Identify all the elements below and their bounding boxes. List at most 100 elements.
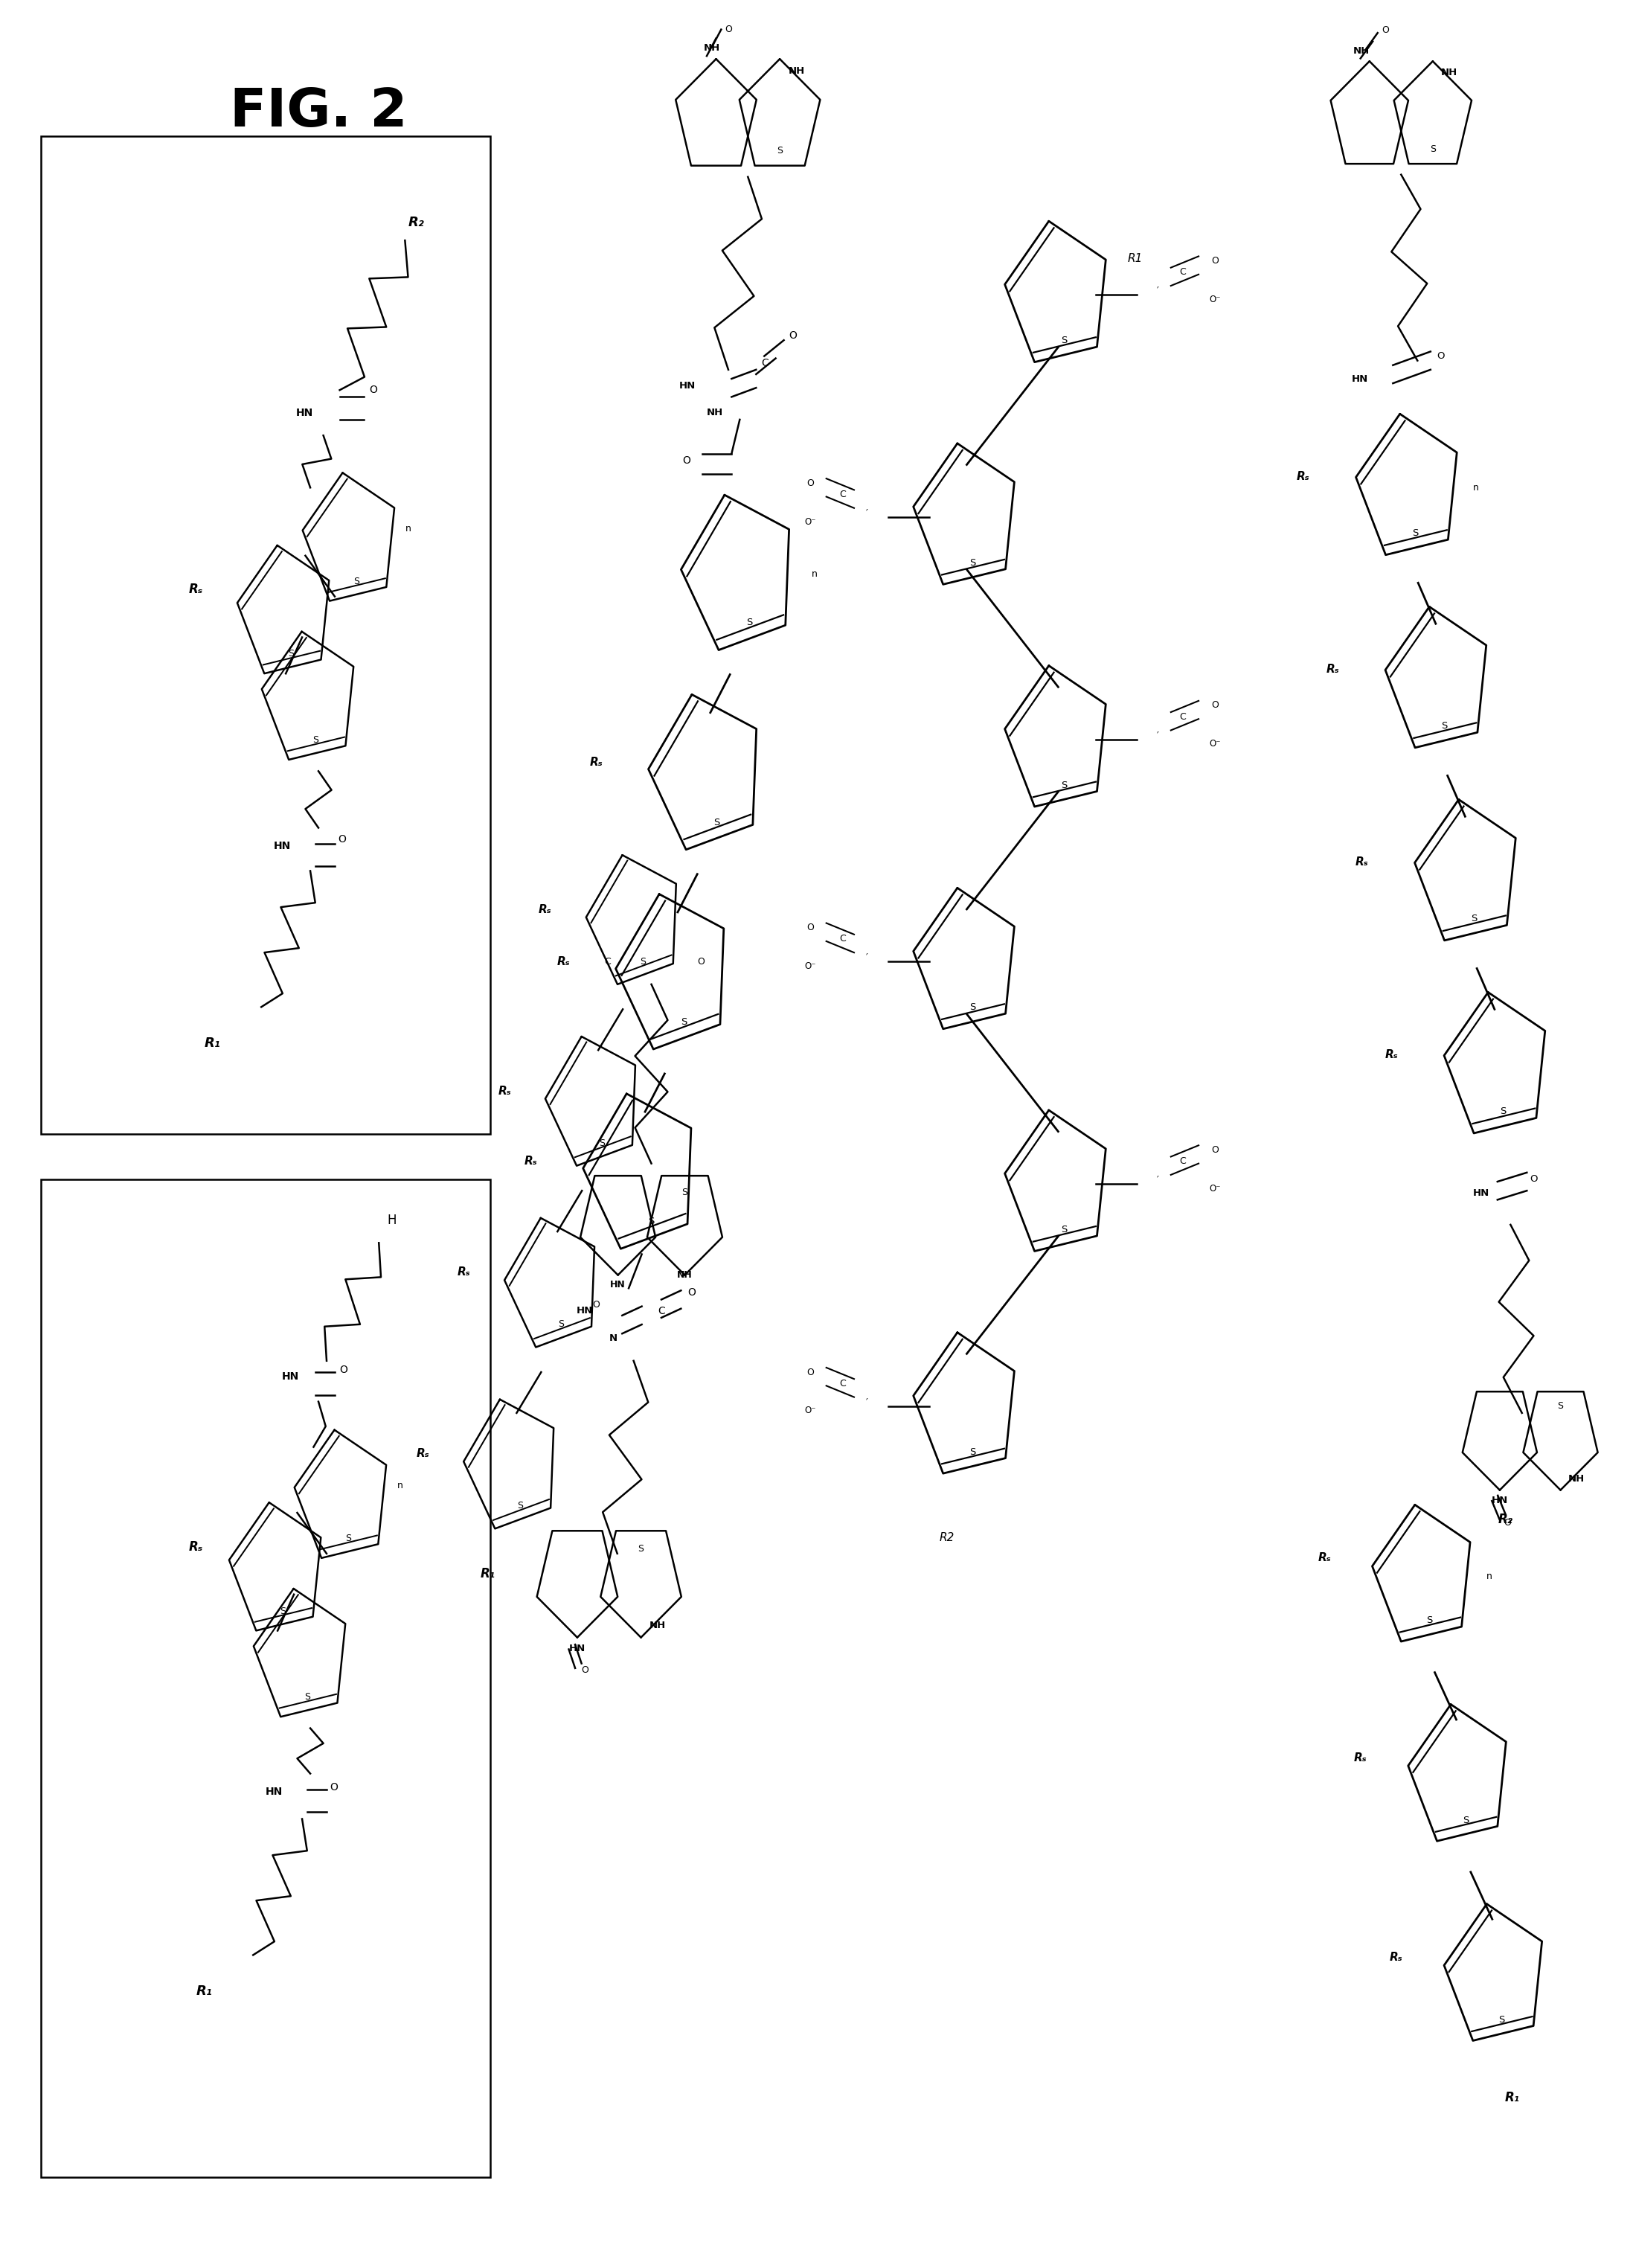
Text: HN: HN xyxy=(1491,1495,1507,1506)
Text: HN: HN xyxy=(611,1279,625,1290)
Text: R₂: R₂ xyxy=(408,215,425,229)
Text: O: O xyxy=(1212,1145,1218,1154)
Text: n: n xyxy=(812,569,818,578)
Text: NH: NH xyxy=(1354,45,1370,57)
Text: Rₛ: Rₛ xyxy=(524,1157,537,1166)
Text: Rₛ: Rₛ xyxy=(557,957,570,966)
Text: C: C xyxy=(658,1306,665,1315)
Text: O: O xyxy=(683,456,691,465)
Text: O: O xyxy=(581,1665,590,1674)
Text: Rₛ: Rₛ xyxy=(590,758,603,767)
Text: C: C xyxy=(1179,1157,1186,1166)
Text: S: S xyxy=(558,1320,565,1329)
Text: O: O xyxy=(330,1783,338,1792)
Text: NH: NH xyxy=(678,1270,692,1279)
Text: NH: NH xyxy=(707,408,723,417)
Text: ′: ′ xyxy=(865,508,869,517)
Text: O: O xyxy=(1382,25,1390,34)
Text: Rₛ: Rₛ xyxy=(457,1268,470,1277)
Text: n: n xyxy=(405,524,412,533)
Text: S: S xyxy=(312,735,318,744)
Text: Rₛ: Rₛ xyxy=(1385,1050,1398,1059)
Text: S: S xyxy=(970,558,975,567)
Text: R₁: R₁ xyxy=(204,1036,220,1050)
Text: HN: HN xyxy=(679,381,696,390)
Text: C: C xyxy=(761,358,768,367)
Text: R1: R1 xyxy=(1127,254,1143,263)
Text: S: S xyxy=(599,1139,606,1148)
Text: O: O xyxy=(725,25,732,34)
Text: S: S xyxy=(287,649,294,658)
Text: S: S xyxy=(1501,1107,1506,1116)
Text: S: S xyxy=(648,1216,655,1227)
Text: O⁻: O⁻ xyxy=(1208,1184,1221,1193)
Text: Rₛ: Rₛ xyxy=(498,1086,511,1095)
Text: S: S xyxy=(639,1545,643,1554)
Text: NH: NH xyxy=(789,66,805,75)
Text: S: S xyxy=(1061,1225,1066,1234)
Text: S: S xyxy=(714,816,720,828)
Text: O: O xyxy=(1437,352,1445,361)
Text: S: S xyxy=(518,1501,524,1510)
Text: Rₛ: Rₛ xyxy=(1318,1554,1331,1563)
Text: S: S xyxy=(1499,2014,1504,2025)
Text: S: S xyxy=(1061,336,1066,345)
Text: HN: HN xyxy=(273,841,291,850)
Text: O: O xyxy=(1530,1175,1538,1184)
Text: NH: NH xyxy=(1440,68,1458,77)
Text: ′: ′ xyxy=(865,1397,869,1406)
Text: O⁻: O⁻ xyxy=(1208,295,1221,304)
Text: O: O xyxy=(1212,256,1218,265)
Text: Rₛ: Rₛ xyxy=(1297,472,1310,481)
Text: O: O xyxy=(340,1365,348,1374)
Text: R₁: R₁ xyxy=(1504,2091,1520,2105)
Text: S: S xyxy=(1061,780,1066,789)
Text: S: S xyxy=(1471,914,1476,923)
Text: Rₛ: Rₛ xyxy=(189,583,202,596)
Text: S: S xyxy=(970,1447,975,1456)
Text: C: C xyxy=(839,1379,846,1388)
Text: O: O xyxy=(807,1368,813,1377)
Text: O⁻: O⁻ xyxy=(1208,739,1221,748)
Text: Rₛ: Rₛ xyxy=(539,905,552,914)
Text: S: S xyxy=(1442,721,1447,730)
Text: O: O xyxy=(807,479,813,488)
Text: O: O xyxy=(687,1288,696,1297)
Text: S: S xyxy=(353,576,359,585)
Text: S: S xyxy=(1427,1615,1432,1626)
Text: O⁻: O⁻ xyxy=(803,517,816,526)
Text: Rₛ: Rₛ xyxy=(416,1449,429,1458)
Text: S: S xyxy=(683,1188,687,1198)
Text: HN: HN xyxy=(1473,1188,1489,1198)
Text: ′: ′ xyxy=(1156,1175,1159,1184)
Text: R2: R2 xyxy=(939,1533,955,1542)
Text: HN: HN xyxy=(576,1306,593,1315)
Text: C: C xyxy=(839,490,846,499)
Text: n: n xyxy=(1473,483,1479,492)
Text: NH: NH xyxy=(650,1622,666,1631)
Text: H: H xyxy=(387,1213,397,1227)
Text: S: S xyxy=(304,1692,310,1701)
Text: HN: HN xyxy=(568,1644,586,1653)
Text: C: C xyxy=(1179,268,1186,277)
Text: ′: ′ xyxy=(1156,730,1159,739)
Text: O: O xyxy=(1212,701,1218,710)
Text: S: S xyxy=(1413,528,1417,538)
Text: ′: ′ xyxy=(865,953,869,962)
Text: HN: HN xyxy=(265,1787,283,1796)
Text: HN: HN xyxy=(296,408,314,417)
Text: O: O xyxy=(369,386,377,395)
Text: C: C xyxy=(839,934,846,943)
Text: O: O xyxy=(807,923,813,932)
Text: Rₛ: Rₛ xyxy=(1390,1953,1403,1962)
Text: S: S xyxy=(1558,1402,1563,1411)
Text: HN: HN xyxy=(281,1372,299,1381)
Text: NH: NH xyxy=(1568,1474,1586,1483)
Text: O: O xyxy=(697,957,704,966)
Text: ′: ′ xyxy=(1156,286,1159,295)
Text: S: S xyxy=(640,957,647,966)
Text: S: S xyxy=(746,617,753,628)
Text: S: S xyxy=(345,1533,351,1542)
Text: N: N xyxy=(609,1334,617,1343)
Text: HN: HN xyxy=(1352,374,1368,383)
